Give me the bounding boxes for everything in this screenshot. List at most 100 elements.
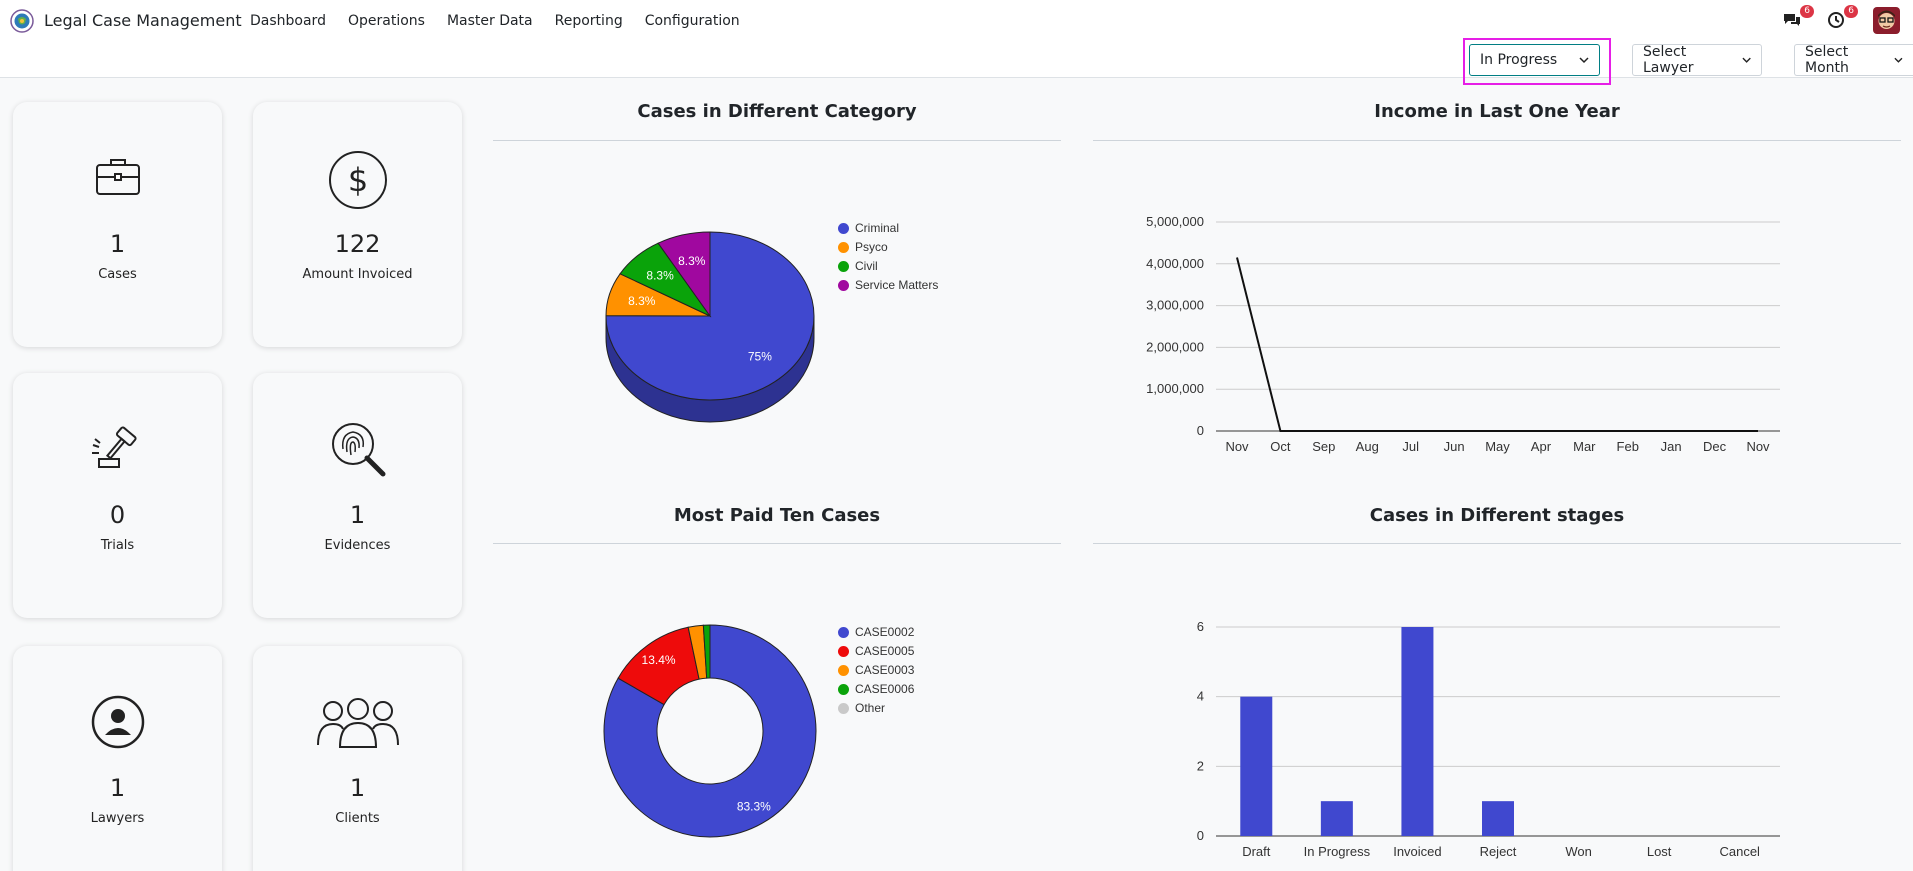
y-tick-label: 3,000,000 [1146,298,1204,313]
legend-swatch [838,260,849,272]
legend-label: CASE0002 [855,625,915,639]
x-tick-label: Jun [1444,439,1465,454]
chat-icon [1784,14,1800,26]
legend-swatch [838,683,849,695]
menu-dashboard[interactable]: Dashboard [250,13,326,29]
legend-label: CASE0005 [855,644,915,658]
legend-item[interactable]: Other [838,701,885,715]
x-tick-label: Cancel [1719,844,1760,859]
legend-item[interactable]: Civil [838,259,878,273]
legend-label: Other [855,701,886,715]
evidences-label: Evidences [324,538,391,553]
amount-invoiced-card[interactable]: $ 122 Amount Invoiced [253,102,462,347]
fingerprint-search-icon [331,423,385,477]
chevron-down-icon [1742,57,1751,63]
x-tick-label: Jan [1661,439,1682,454]
cases-label: Cases [98,267,137,282]
legend-item[interactable]: CASE0005 [838,644,914,658]
pie-slice [657,231,711,318]
lawyers-card[interactable]: 1 Lawyers [13,646,222,871]
bar [1482,801,1514,836]
status-filter-highlight [1463,38,1611,85]
legend-swatch [838,279,849,291]
x-tick-label: Nov [1225,439,1249,454]
amount-invoiced-label: Amount Invoiced [302,267,413,282]
x-tick-label: In Progress [1304,844,1371,859]
menu-master-data[interactable]: Master Data [446,13,533,29]
cases-count: 1 [109,230,126,258]
x-tick-label: Reject [1480,844,1517,859]
legend-swatch [838,702,849,714]
trials-card[interactable]: 0 Trials [13,373,222,618]
legend-item[interactable]: Psyco [838,240,888,254]
y-tick-label: 0 [1197,828,1204,843]
menu-operations[interactable]: Operations [347,13,425,29]
y-tick-label: 5,000,000 [1146,214,1204,229]
lawyers-label: Lawyers [90,811,145,826]
clients-icon [316,698,399,748]
y-tick-label: 2 [1197,758,1204,773]
messages-badge: 6 [1800,5,1814,18]
clock-icon [1828,12,1844,28]
pie-slice-label: 8.3% [646,269,674,283]
legend-item[interactable]: CASE0003 [838,663,914,677]
menu-configuration[interactable]: Configuration [644,13,740,29]
y-tick-label: 4,000,000 [1146,256,1204,271]
lawyer-icon [91,695,144,749]
x-tick-label: May [1485,439,1510,454]
evidences-count: 1 [349,501,366,529]
income-line [1236,257,1758,432]
pie-slice-label: 8.3% [628,294,656,308]
clients-count: 1 [349,774,366,802]
chevron-down-icon [1579,57,1589,64]
bar [1401,627,1434,836]
lawyers-count: 1 [109,774,126,802]
divider [493,140,1061,141]
x-tick-label: Invoiced [1393,844,1441,859]
legend-item[interactable]: Criminal [838,221,899,235]
paid-cases-chart-title: Most Paid Ten Cases [673,505,881,526]
svg-text:$: $ [347,161,367,199]
x-tick-label: Draft [1242,844,1271,859]
donut-slice-label: 13.4% [642,653,676,667]
status-select[interactable]: In Progress [1469,44,1600,76]
x-tick-label: Aug [1356,439,1379,454]
legend-swatch [838,664,849,676]
legend-label: Civil [855,259,878,273]
pie-slice-label: 75% [748,349,772,363]
stages-chart-title: Cases in Different stages [1369,505,1625,526]
legend-label: Psyco [855,240,888,254]
amount-invoiced-value: 122 [334,230,381,258]
cases-card[interactable]: 1 Cases [13,102,222,347]
x-tick-label: Lost [1647,844,1672,859]
gavel-icon [91,426,137,468]
y-tick-label: 6 [1197,619,1204,634]
app-logo-icon[interactable] [10,9,34,33]
lawyer-select[interactable]: Select Lawyer [1632,44,1762,76]
legend-label: CASE0006 [855,682,915,696]
app-name[interactable]: Legal Case Management [44,11,242,30]
status-select-value: In Progress [1480,52,1558,68]
donut-slice [702,624,711,679]
dollar-icon: $ [328,151,387,209]
legend-item[interactable]: Service Matters [838,278,938,292]
evidences-card[interactable]: 1 Evidences [253,373,462,618]
x-tick-label: Mar [1573,439,1596,454]
x-tick-label: Sep [1312,439,1335,454]
chevron-down-icon [1894,57,1903,63]
income-chart-title: Income in Last One Year [1374,101,1620,122]
month-select-value: Select Month [1805,44,1849,76]
legend-item[interactable]: CASE0006 [838,682,914,696]
messages-button[interactable]: 6 [1782,5,1814,32]
clients-card[interactable]: 1 Clients [253,646,462,871]
user-avatar[interactable] [1873,7,1900,34]
menu-reporting[interactable]: Reporting [554,13,623,29]
y-tick-label: 0 [1197,423,1204,438]
legend-item[interactable]: CASE0002 [838,625,914,639]
activities-button[interactable]: 6 [1826,5,1858,32]
y-tick-label: 4 [1197,689,1204,704]
top-navbar: Legal Case Management Dashboard Operatio… [0,0,1913,42]
donut-slice-label: 83.3% [737,800,771,814]
month-select[interactable]: Select Month [1794,44,1913,76]
